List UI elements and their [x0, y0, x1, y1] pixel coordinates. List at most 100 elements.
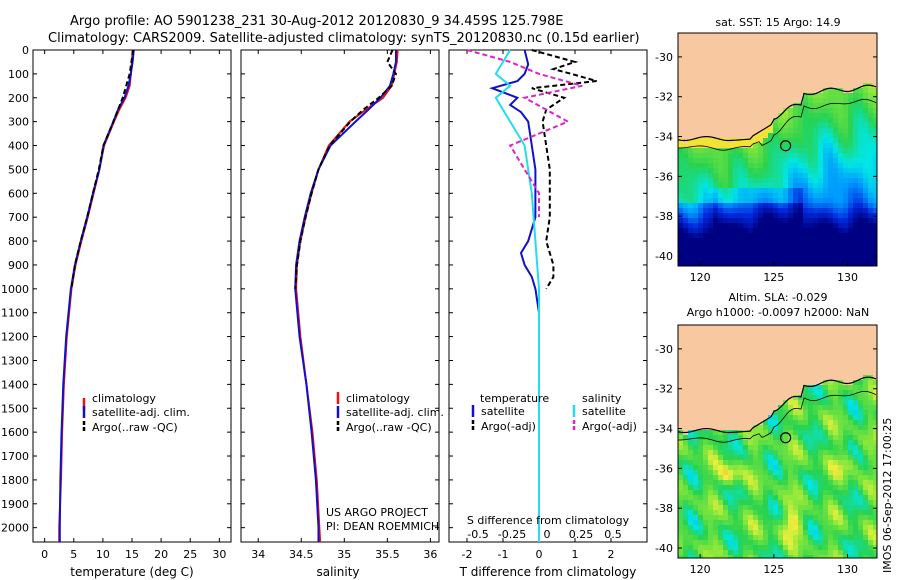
ocean-cell [838, 118, 844, 124]
temperature-panel: 0100200300400500600700800900100011001200… [1, 44, 232, 579]
land-cell [763, 113, 769, 119]
ocean-cell [773, 123, 779, 129]
land-cell [743, 360, 749, 366]
land-cell [813, 340, 819, 346]
ocean-cell [838, 530, 844, 536]
ocean-cell [828, 208, 834, 214]
ocean-cell [788, 545, 794, 551]
land-cell [808, 88, 814, 94]
ocean-cell [763, 213, 769, 219]
land-cell [773, 83, 779, 89]
land-cell [778, 370, 784, 376]
ocean-cell [873, 425, 877, 431]
ocean-cell [828, 248, 834, 254]
ocean-cell [773, 485, 779, 491]
ocean-cell [678, 460, 684, 466]
ocean-cell [743, 148, 749, 154]
ocean-cell [798, 395, 804, 401]
ocean-cell [703, 213, 709, 219]
land-cell [843, 33, 849, 39]
ocean-cell [868, 510, 874, 516]
land-cell [698, 63, 704, 69]
ocean-cell [743, 505, 749, 511]
ocean-cell [853, 168, 859, 174]
ocean-cell [798, 505, 804, 511]
ocean-cell [853, 470, 859, 476]
land-cell [733, 63, 739, 69]
ocean-cell [718, 510, 724, 516]
land-cell [718, 385, 724, 391]
land-cell [733, 380, 739, 386]
ocean-cell [773, 520, 779, 526]
ocean-cell [783, 198, 789, 204]
land-cell [763, 33, 769, 39]
ocean-cell [858, 108, 864, 114]
land-cell [683, 350, 689, 356]
ocean-cell [758, 158, 764, 164]
land-cell [858, 340, 864, 346]
ocean-cell [753, 183, 759, 189]
ocean-cell [833, 258, 839, 264]
ocean-cell [713, 495, 719, 501]
land-cell [728, 68, 734, 74]
land-cell [813, 365, 819, 371]
ocean-cell [708, 183, 714, 189]
ocean-cell [848, 485, 854, 491]
ocean-cell [698, 163, 704, 169]
ocean-cell [838, 410, 844, 416]
ocean-cell [868, 500, 874, 506]
ocean-cell [853, 253, 859, 259]
ocean-cell [753, 258, 759, 264]
ocean-cell [728, 505, 734, 511]
ocean-cell [753, 143, 759, 149]
land-cell [688, 48, 694, 54]
ocean-cell [803, 168, 809, 174]
land-cell [688, 420, 694, 426]
land-cell [838, 330, 844, 336]
ocean-cell [698, 550, 704, 556]
land-cell [718, 113, 724, 119]
ocean-cell [783, 525, 789, 531]
ocean-cell [848, 440, 854, 446]
ocean-cell [858, 163, 864, 169]
ocean-cell [678, 500, 684, 506]
ocean-cell [858, 460, 864, 466]
ocean-cell [843, 243, 849, 249]
land-cell [683, 113, 689, 119]
ocean-cell [693, 223, 699, 229]
ocean-cell [688, 183, 694, 189]
ocean-cell [853, 400, 859, 406]
ocean-cell [768, 203, 774, 209]
land-cell [838, 83, 844, 89]
ocean-cell [868, 193, 874, 199]
ocean-cell [833, 525, 839, 531]
ocean-cell [838, 183, 844, 189]
land-cell [708, 108, 714, 114]
ocean-cell [778, 410, 784, 416]
ocean-cell [768, 253, 774, 259]
ocean-cell [823, 153, 829, 159]
ocean-cell [688, 258, 694, 264]
ocean-cell [818, 103, 824, 109]
land-cell [768, 365, 774, 371]
ocean-cell [708, 253, 714, 259]
ocean-cell [873, 385, 877, 391]
ocean-cell [833, 460, 839, 466]
ocean-cell [718, 455, 724, 461]
ocean-cell [768, 233, 774, 239]
ocean-cell [733, 490, 739, 496]
land-cell [723, 355, 729, 361]
ocean-cell [718, 445, 724, 451]
ocean-cell [828, 113, 834, 119]
ocean-cell [833, 233, 839, 239]
ocean-cell [873, 415, 877, 421]
land-cell [718, 68, 724, 74]
ocean-cell [723, 228, 729, 234]
land-cell [718, 58, 724, 64]
ocean-cell [833, 515, 839, 521]
ocean-cell [698, 148, 704, 154]
land-cell [698, 395, 704, 401]
ocean-cell [793, 138, 799, 144]
land-cell [728, 425, 734, 431]
land-cell [788, 63, 794, 69]
